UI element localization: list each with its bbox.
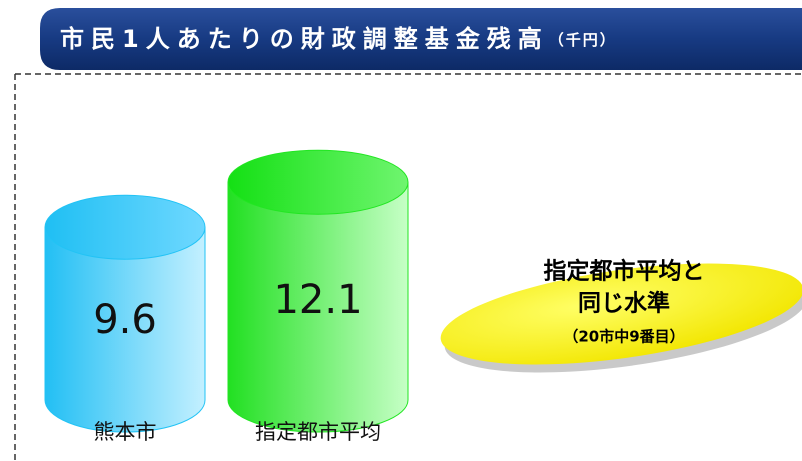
annotation: 指定都市平均と 同じ水準 （20市中9番目） — [440, 258, 802, 373]
unit: （千円） — [549, 31, 617, 49]
cylinder-body — [227, 181, 409, 433]
header-bar — [40, 8, 802, 70]
value-label: 12.1 — [273, 277, 362, 323]
chart-title: 市民1人あたりの財政調整基金残高（千円） — [60, 25, 617, 53]
cylinder — [227, 149, 409, 433]
cylinder-body — [44, 226, 206, 433]
category-label: 熊本市 — [94, 420, 157, 444]
highlight-ellipse — [440, 263, 802, 365]
annotation-line: 同じ水準 — [578, 290, 670, 317]
value-label: 9.6 — [93, 297, 157, 343]
cylinder-top — [44, 194, 206, 260]
cylinder — [44, 194, 206, 433]
title-text: 市民1人あたりの財政調整基金残高 — [60, 25, 549, 53]
category-label: 指定都市平均 — [255, 420, 381, 444]
dashed-border — [14, 73, 802, 461]
cylinder-top — [227, 149, 409, 215]
annotation-note: （20市中9番目） — [563, 328, 684, 346]
annotation-line: 指定都市平均と — [544, 258, 705, 285]
